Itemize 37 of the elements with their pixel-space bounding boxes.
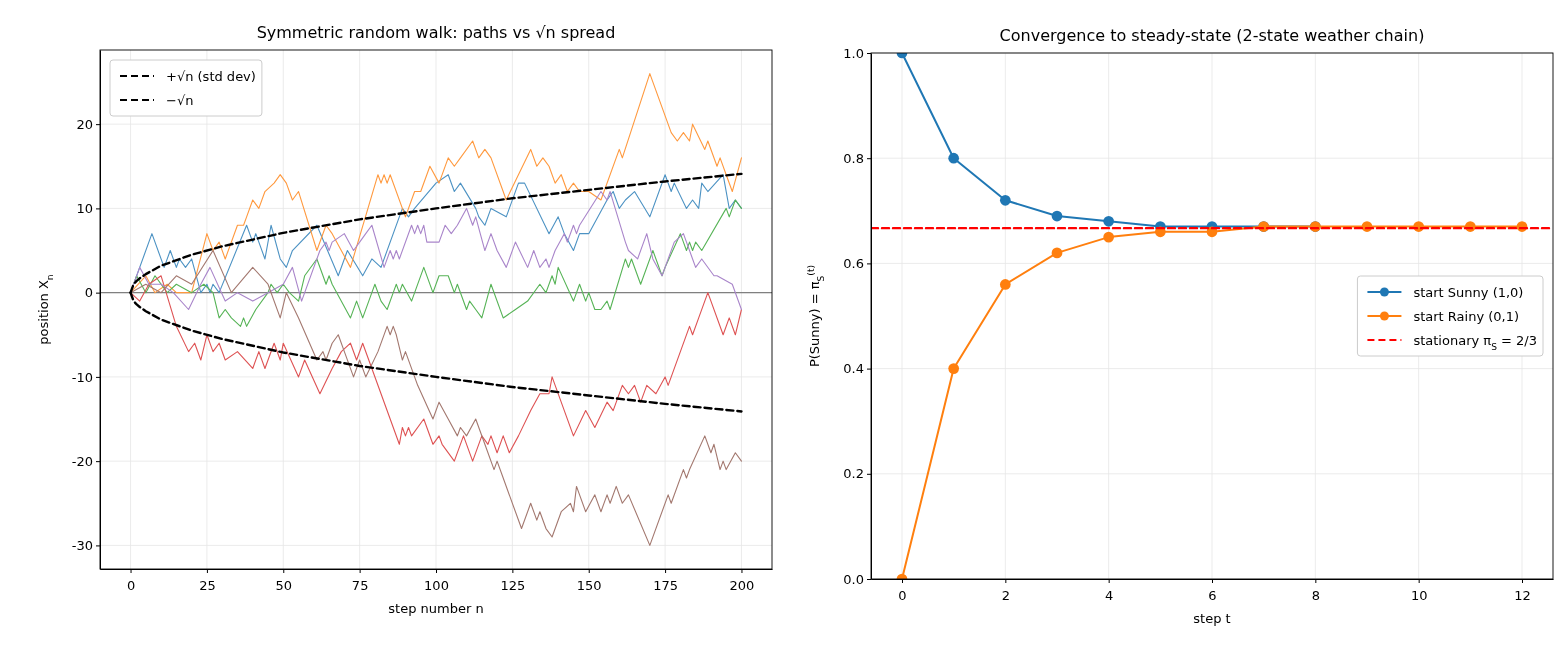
y-tick-label: 0.0 [843, 571, 864, 587]
x-tick-label: 0 [126, 578, 136, 594]
x-tick-label: 2 [1001, 588, 1010, 604]
x-tick-label: 75 [351, 578, 369, 594]
y-tick-label: -10 [71, 369, 93, 385]
y-tick-label: 1.0 [843, 45, 864, 61]
chart-title: Symmetric random walk: paths vs √n spread [256, 23, 616, 42]
x-tick-label: 125 [500, 578, 526, 594]
y-tick-label: 0.6 [843, 256, 864, 272]
y-tick-label: -30 [71, 538, 93, 554]
x-tick-label: 6 [1208, 588, 1217, 604]
y-tick-label: 0.4 [843, 361, 864, 377]
x-tick-label: 12 [1514, 588, 1531, 604]
x-tick-label: 200 [729, 578, 755, 594]
legend-label: +√n (std dev) [166, 69, 256, 84]
x-tick-label: 25 [199, 578, 216, 594]
x-tick-label: 4 [1105, 588, 1114, 604]
y-tick-label: -20 [71, 453, 93, 469]
y-tick-label: 0.2 [843, 466, 864, 482]
legend-label: stationary π$_{S}$ = 2/3 [1413, 333, 1537, 352]
y-tick-label: 10 [76, 201, 93, 217]
x-tick-label: 100 [424, 578, 449, 594]
x-axis-title: step t [1193, 611, 1231, 626]
x-tick-label: 150 [576, 578, 602, 594]
x-axis-title: step number n [388, 601, 484, 616]
chart-title: Convergence to steady-state (2-state weather chain) [999, 26, 1425, 45]
y-tick-label: 0 [84, 285, 93, 301]
legend-label: start Rainy (0,1) [1413, 309, 1520, 324]
x-tick-label: 50 [275, 578, 293, 594]
legend-label: −√n [166, 93, 194, 108]
y-tick-label: 0.8 [843, 150, 864, 166]
x-tick-label: 8 [1311, 588, 1320, 604]
x-tick-label: 10 [1410, 588, 1428, 604]
x-tick-label: 0 [898, 588, 907, 604]
legend-label: start Sunny (1,0) [1413, 285, 1524, 300]
x-tick-label: 175 [653, 578, 678, 594]
y-tick-label: 20 [76, 116, 93, 132]
